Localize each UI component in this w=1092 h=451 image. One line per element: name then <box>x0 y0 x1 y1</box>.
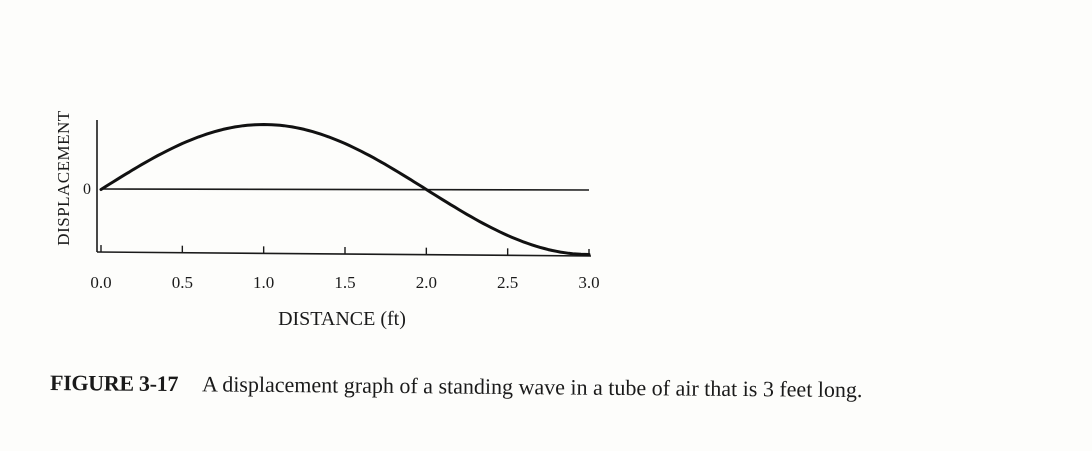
x-tick-label: 1.0 <box>253 273 274 292</box>
x-axis-line <box>96 251 592 257</box>
x-axis-label: DISTANCE (ft) <box>278 308 406 330</box>
x-tick-label: 1.5 <box>334 273 355 292</box>
zero-baseline <box>100 188 590 191</box>
series-line <box>99 123 591 256</box>
y-tick-label-zero: 0 <box>83 181 91 198</box>
x-tick-label: 2.0 <box>416 273 437 292</box>
x-tick-labels: 0.0 0.5 1.0 1.5 2.0 2.5 3.0 <box>90 273 599 292</box>
x-tick-label: 0.0 <box>90 273 111 292</box>
figure-number: FIGURE 3-17 <box>49 370 179 397</box>
x-tick-label: 0.5 <box>172 273 193 292</box>
x-tick-label: 2.5 <box>497 273 518 292</box>
y-axis-label: DISPLACEMENT <box>54 110 73 246</box>
caption-text: A displacement graph of a standing wave … <box>201 371 863 403</box>
x-tick-label: 3.0 <box>578 273 599 292</box>
